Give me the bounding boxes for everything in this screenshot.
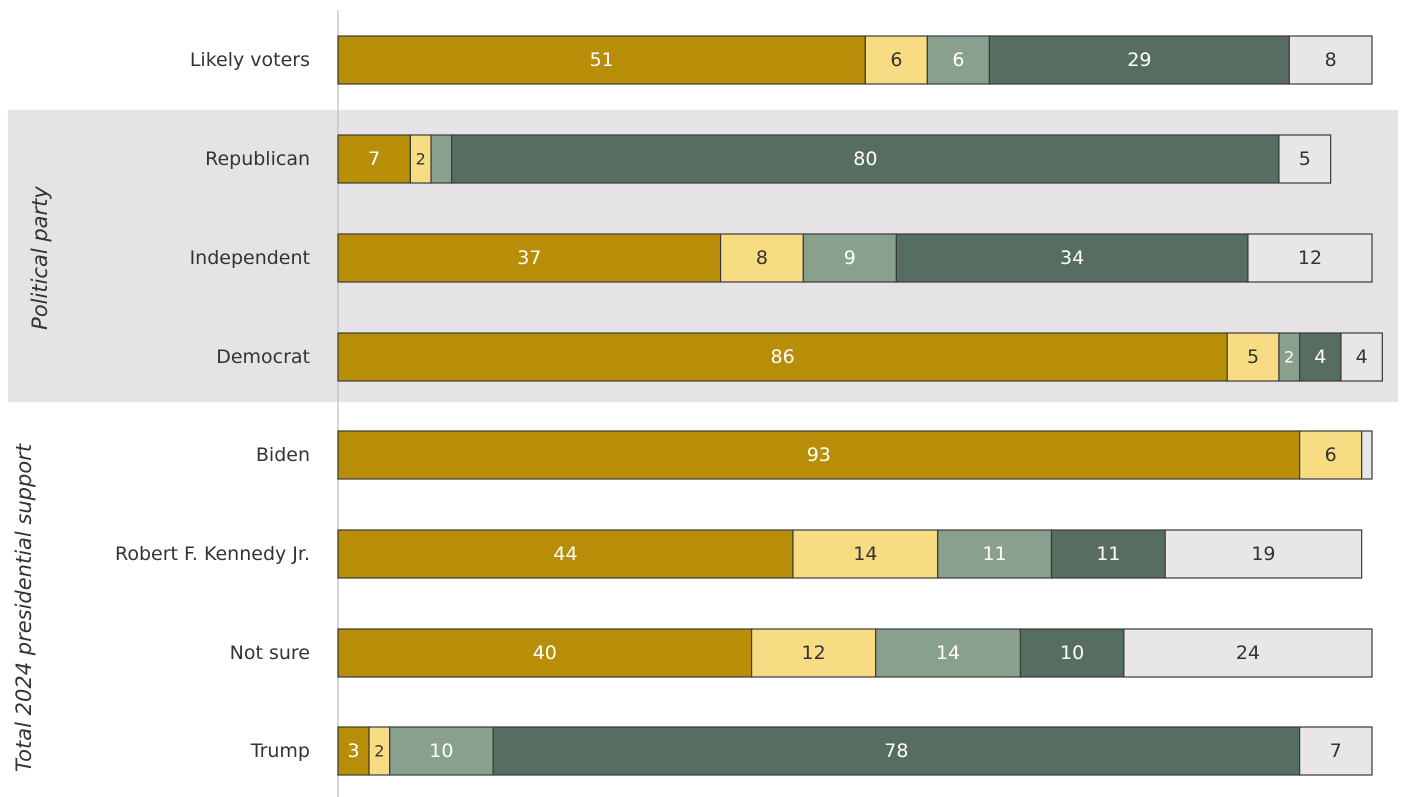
data-label-likely-voters-4: 29 [1127, 49, 1151, 71]
bar-segment-biden-2 [1299, 430, 1363, 480]
category-label-likely-voters: Likely voters [190, 49, 310, 71]
bar-row-republican: 7 2 80 5 [337, 134, 1332, 184]
bar-segment-republican-3 [430, 134, 453, 184]
data-label-not-sure-2: 12 [802, 642, 826, 664]
bar-segment-robert-f-kennedy-jr-5 [1164, 529, 1363, 579]
category-label-independent: Independent [190, 247, 310, 269]
data-label-independent-2: 8 [756, 247, 768, 269]
bar-segment-trump-5 [1299, 726, 1373, 776]
bar-segment-democrat-1 [337, 332, 1228, 382]
bar-segment-robert-f-kennedy-jr-4 [1050, 529, 1166, 579]
group-label-political-party: Political party [27, 186, 52, 330]
data-label-trump-2: 2 [374, 742, 384, 761]
data-label-democrat-2: 5 [1247, 346, 1259, 368]
bar-segment-democrat-5 [1340, 332, 1383, 382]
data-label-likely-voters-1: 51 [590, 49, 614, 71]
data-label-republican-4: 80 [853, 148, 877, 170]
bar-segment-trump-4 [492, 726, 1301, 776]
bar-segment-likely-voters-4 [988, 35, 1290, 85]
data-label-likely-voters-3: 6 [952, 49, 964, 71]
bar-segment-robert-f-kennedy-jr-1 [337, 529, 794, 579]
data-label-trump-3: 10 [429, 740, 453, 762]
bar-segment-independent-5 [1247, 233, 1373, 283]
data-label-republican-1: 7 [368, 148, 380, 170]
bar-segment-independent-2 [719, 233, 804, 283]
bar-segment-independent-1 [337, 233, 722, 283]
bar-row-trump: 3 2 10 78 7 [337, 726, 1373, 776]
bar-segment-republican-4 [451, 134, 1280, 184]
category-label-biden: Biden [256, 444, 310, 466]
bar-segment-likely-voters-1 [337, 35, 866, 85]
data-label-democrat-3: 2 [1284, 348, 1294, 367]
bar-row-not-sure: 40 12 14 10 24 [337, 628, 1373, 678]
category-label-democrat: Democrat [216, 346, 310, 368]
bar-segment-not-sure-2 [750, 628, 877, 678]
data-label-robert-f-kennedy-jr-5: 19 [1251, 543, 1275, 565]
data-label-biden-2: 6 [1325, 444, 1337, 466]
bar-segment-republican-1 [337, 134, 411, 184]
data-label-robert-f-kennedy-jr-2: 14 [853, 543, 877, 565]
bar-row-independent: 37 8 9 34 12 [337, 233, 1373, 283]
category-label-republican: Republican [205, 148, 310, 170]
category-labels: Likely voters Republican Independent Democr… [115, 49, 310, 762]
bar-segment-republican-5 [1278, 134, 1332, 184]
bar-row-likely-voters: 51 6 6 29 8 [337, 35, 1373, 85]
data-label-independent-5: 12 [1298, 247, 1322, 269]
bar-segment-not-sure-5 [1123, 628, 1373, 678]
data-label-not-sure-5: 24 [1236, 642, 1260, 664]
data-label-not-sure-1: 40 [533, 642, 557, 664]
data-label-trump-4: 78 [884, 740, 908, 762]
bar-row-democrat: 86 5 2 4 4 [337, 332, 1383, 382]
data-label-trump-5: 7 [1330, 740, 1342, 762]
bar-row-robert-f-kennedy-jr: 44 14 11 11 19 [337, 529, 1363, 579]
data-label-likely-voters-5: 8 [1325, 49, 1337, 71]
bar-segment-independent-4 [895, 233, 1249, 283]
group-label-presidential-support: Total 2024 presidential support [12, 443, 37, 773]
data-label-not-sure-4: 10 [1060, 642, 1084, 664]
data-label-democrat-4: 4 [1314, 346, 1326, 368]
bar-segment-biden-5 [1361, 430, 1373, 480]
bar-segment-not-sure-3 [875, 628, 1022, 678]
data-label-independent-4: 34 [1060, 247, 1084, 269]
category-label-not-sure: Not sure [230, 642, 310, 664]
category-label-robert-f-kennedy-jr: Robert F. Kennedy Jr. [115, 543, 310, 565]
data-label-independent-1: 37 [517, 247, 541, 269]
bar-segment-democrat-2 [1226, 332, 1280, 382]
bar-segment-robert-f-kennedy-jr-3 [937, 529, 1053, 579]
data-label-biden-1: 93 [807, 444, 831, 466]
bar-segment-likely-voters-3 [926, 35, 991, 85]
data-label-republican-5: 5 [1299, 148, 1311, 170]
bar-segment-not-sure-4 [1019, 628, 1125, 678]
data-label-robert-f-kennedy-jr-1: 44 [553, 543, 577, 565]
category-label-trump: Trump [250, 740, 310, 762]
data-label-republican-2: 2 [416, 150, 426, 169]
bar-segment-likely-voters-2 [864, 35, 928, 85]
bar-segment-not-sure-1 [337, 628, 753, 678]
data-label-robert-f-kennedy-jr-4: 11 [1096, 543, 1120, 565]
data-label-likely-voters-2: 6 [890, 49, 902, 71]
bar-row-biden: 93 6 [337, 430, 1373, 480]
data-label-robert-f-kennedy-jr-3: 11 [982, 543, 1006, 565]
bar-segment-independent-3 [802, 233, 897, 283]
data-label-trump-1: 3 [347, 740, 359, 762]
data-label-democrat-5: 4 [1356, 346, 1368, 368]
bar-segment-likely-voters-5 [1288, 35, 1373, 85]
data-label-not-sure-3: 14 [936, 642, 960, 664]
data-label-independent-3: 9 [844, 247, 856, 269]
data-label-democrat-1: 86 [771, 346, 795, 368]
